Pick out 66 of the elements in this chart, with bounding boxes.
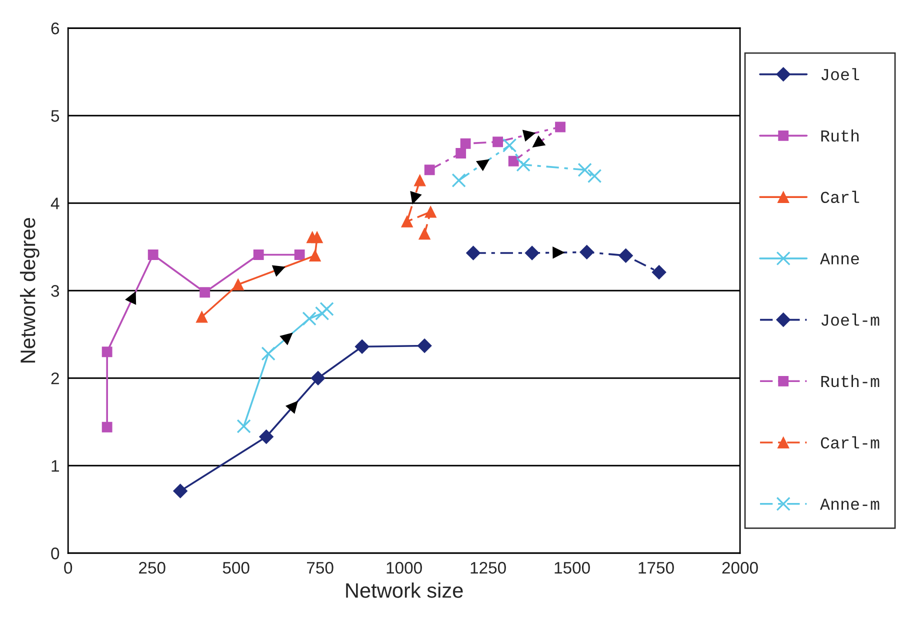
point [401,216,413,228]
point [578,162,592,177]
point [418,228,430,240]
point [524,246,540,260]
point [148,250,158,260]
point [259,430,274,444]
x-tick-label: 1250 [470,562,506,574]
point [417,338,432,353]
x-axis-title: Network size [346,582,463,598]
point [102,422,112,432]
legend-label: Carl [820,190,860,204]
point [253,250,264,260]
y-tick-label: 5 [51,110,60,122]
x-tick-label: 2000 [722,562,758,574]
x-tick-label: 1750 [638,562,674,574]
legend-label: Anne-m [820,498,880,510]
y-tick-label: 3 [51,285,60,297]
legend-label: Joel-m [821,314,880,326]
point [452,173,466,188]
point [310,370,326,386]
point [302,312,316,326]
point [652,265,666,280]
point [200,287,210,298]
point [492,136,504,148]
point [580,244,594,260]
legend-label: Joel [821,68,860,80]
point [196,310,208,323]
point [294,250,305,260]
point [618,248,634,263]
point [414,174,426,186]
legend-label: Carl-m [820,436,880,449]
point [320,302,334,316]
x-tick-label: 0 [64,562,72,574]
x-tick-label: 750 [307,562,334,574]
y-tick-label: 2 [51,372,59,384]
point [309,250,321,262]
point [502,138,517,152]
point [555,122,566,132]
point [460,138,471,149]
y-tick-label: 1 [52,460,59,472]
point [306,231,318,244]
y-tick-label: 6 [51,22,60,34]
point [424,164,435,176]
x-tick-label: 500 [222,562,250,574]
point [236,419,251,434]
point [508,156,519,166]
x-tick-label: 250 [139,562,166,574]
point [424,206,437,218]
y-axis-title: Network degree [20,218,40,362]
point [261,346,276,361]
point [232,278,244,290]
point [456,148,466,158]
point [315,306,330,320]
y-tick-label: 0 [51,548,60,560]
x-tick-label: 1000 [386,562,422,574]
legend-label: Ruth-m [821,374,880,388]
point [466,246,480,260]
point [102,346,112,358]
point [354,339,370,354]
x-tick-label: 1500 [554,562,590,574]
legend-label: Anne [820,253,859,264]
point [516,158,530,172]
point [587,168,602,184]
legend-label: Ruth [821,129,859,142]
point [173,484,188,498]
y-tick-label: 4 [50,198,60,210]
